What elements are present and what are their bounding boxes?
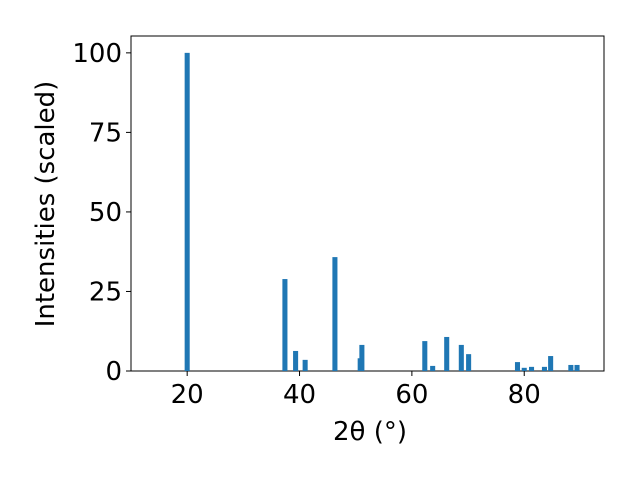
- bar: [184, 52, 190, 371]
- bar: [466, 354, 472, 371]
- bar: [359, 344, 365, 371]
- bar: [458, 344, 464, 371]
- bar: [548, 356, 554, 371]
- bar: [521, 367, 527, 371]
- y-tick-label: 50: [89, 198, 122, 228]
- bar: [529, 366, 535, 371]
- y-tick-label: 0: [105, 357, 122, 387]
- x-tick-label: 20: [171, 380, 204, 410]
- y-tick-label: 100: [72, 39, 122, 69]
- bar: [302, 359, 308, 371]
- plot-frame: [130, 35, 605, 372]
- bar: [514, 362, 521, 371]
- y-tick-label: 25: [89, 277, 122, 307]
- bar: [568, 364, 574, 371]
- y-tick-label: 75: [89, 118, 122, 148]
- bar: [293, 350, 299, 371]
- x-axis-label: 2θ (°): [333, 417, 407, 447]
- y-axis-label: Intensities (scaled): [31, 81, 61, 328]
- x-tick-label: 40: [283, 380, 316, 410]
- bar: [574, 364, 580, 371]
- bar: [332, 257, 338, 371]
- x-tick-label: 60: [395, 380, 428, 410]
- x-tick-label: 80: [508, 380, 541, 410]
- bar: [541, 366, 547, 371]
- bar: [444, 336, 450, 371]
- bar: [430, 365, 436, 371]
- bar: [422, 341, 428, 371]
- bar: [282, 279, 288, 371]
